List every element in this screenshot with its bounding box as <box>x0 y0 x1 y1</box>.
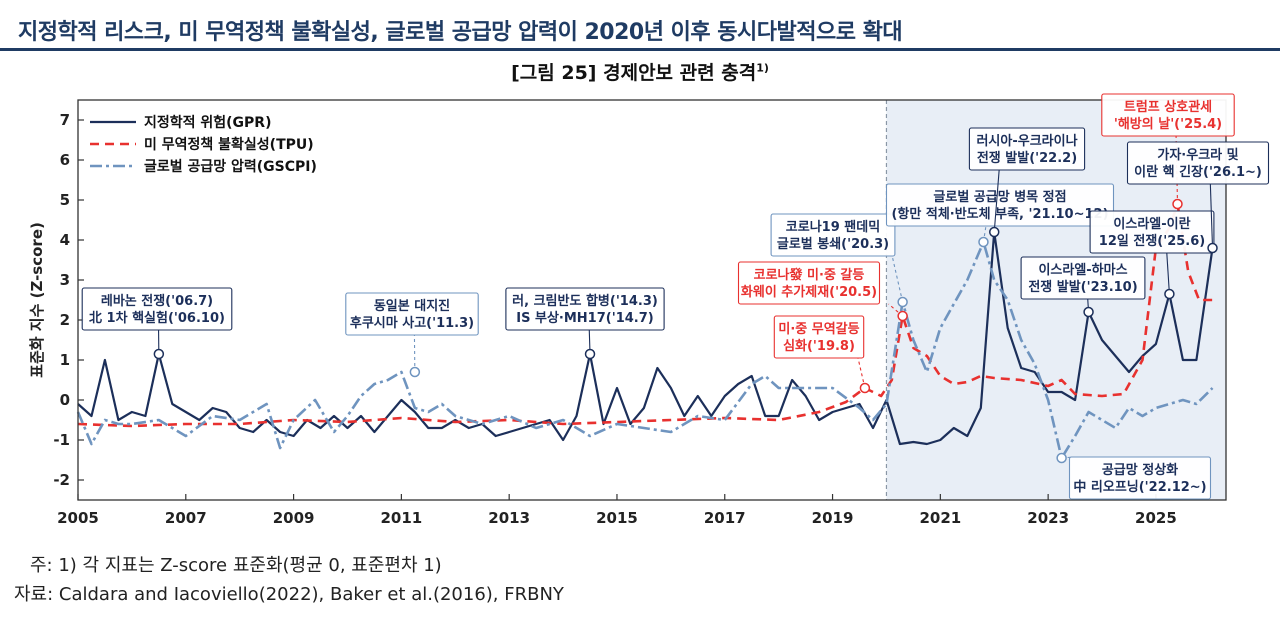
y-tick-label: 7 <box>60 111 70 129</box>
annotation-leader <box>857 357 866 389</box>
headline-rule <box>0 48 1280 51</box>
annotation-text: 전쟁 발발('22.2) <box>977 150 1077 166</box>
annotation-marker <box>897 310 908 322</box>
x-tick-label: 2025 <box>1135 509 1177 527</box>
annotation-text: 트럼프 상호관세 <box>1124 99 1212 115</box>
annotation-text: 화웨이 추가제재('20.5) <box>741 284 877 300</box>
annotation-text: (항만 적체·반도체 부족, '21.10~12) <box>891 206 1108 222</box>
annotation-box <box>885 183 1115 227</box>
annotation-text: 후쿠시마 사고('11.3) <box>350 315 474 331</box>
annotation-marker <box>859 382 871 394</box>
x-tick-label: 2015 <box>596 509 638 527</box>
x-tick-label: 2009 <box>273 509 315 527</box>
annotation-text: 이스라엘-하마스 <box>1038 262 1127 278</box>
annotation-text: 12일 전쟁('25.6) <box>1099 233 1205 249</box>
y-tick-label: -1 <box>53 431 70 449</box>
annotation-text: '해방의 날'('25.4) <box>1114 116 1222 132</box>
x-tick-label: 2005 <box>57 509 99 527</box>
y-tick-label: 4 <box>60 231 70 249</box>
annotation-marker <box>897 296 908 308</box>
annotation-leader <box>1166 252 1170 295</box>
annotation-text: 글로벌 공급망 병목 정점 <box>933 189 1066 205</box>
x-tick-label: 2019 <box>812 509 854 527</box>
annotation-text: 레바논 전쟁('06.7) <box>101 293 213 309</box>
legend-label-gscpi: 글로벌 공급망 압력(GSCPI) <box>144 158 317 175</box>
series-line-gpr <box>77 230 1214 446</box>
annotation-box <box>81 287 233 331</box>
annotation-text: IS 부상·MH17('14.7) <box>516 311 653 326</box>
annotation-marker <box>584 348 596 360</box>
annotation-box <box>1089 210 1215 254</box>
x-tick-label: 2007 <box>165 509 207 527</box>
annotation-marker <box>988 226 1000 238</box>
x-tick-label: 2021 <box>919 509 961 527</box>
annotation-text: 이스라엘-이란 <box>1113 216 1190 232</box>
annotation-text: 미·중 무역갈등 <box>778 321 859 337</box>
annotation-text: 가자·우크라 및 <box>1157 147 1238 163</box>
annotation-marker <box>153 348 165 360</box>
annotation-marker <box>409 366 421 378</box>
annotation-marker <box>1056 452 1067 464</box>
series-line-tpu <box>77 202 1213 428</box>
y-tick-label: -2 <box>53 471 70 489</box>
chart: -2 -1 0 1 2 3 4 5 6 7 2005 2007 2009 2011 2013 2015 2017… <box>28 93 1270 527</box>
annotation-marker <box>1172 198 1183 210</box>
annotation-text: 심화('19.8) <box>783 338 855 354</box>
legend-label-gpr: 지정학적 위험(GPR) <box>144 114 271 131</box>
annotation-leader <box>1209 183 1214 249</box>
figure-title-text: [그림 25] 경제안보 관련 충격 <box>511 62 757 84</box>
y-tick-label: 0 <box>60 391 70 409</box>
x-tick-label: 2011 <box>381 509 423 527</box>
annotation-text: 동일본 대지진 <box>374 298 450 314</box>
annotation-leader <box>993 169 1000 233</box>
annotation-text: 글로벌 봉쇄('20.3) <box>777 236 889 252</box>
annotation-box <box>1068 456 1212 500</box>
x-tick-label: 2017 <box>704 509 746 527</box>
plot-frame <box>77 99 1227 501</box>
annotation-box <box>770 213 896 257</box>
y-tick-label: 5 <box>60 191 70 209</box>
annotation-box <box>1020 256 1146 300</box>
figure-title-footnote-mark: 1) <box>756 61 769 75</box>
annotation-box <box>968 127 1086 171</box>
annotation-text: 北 1차 핵실험('06.10) <box>89 310 225 326</box>
annotation-text: 코로나發 미·중 갈등 <box>754 267 865 283</box>
annotation-box <box>773 315 865 359</box>
y-tick-label: 2 <box>60 311 70 329</box>
annotation-marker <box>1164 288 1175 300</box>
annotation-text: 공급망 정상화 <box>1102 462 1178 478</box>
annotation-box <box>345 292 479 336</box>
annotation-marker <box>1207 242 1218 254</box>
figure-title: [그림 25] 경제안보 관련 충격1) <box>0 58 1280 85</box>
annotation-marker <box>978 236 989 248</box>
y-tick-label: 3 <box>60 271 70 289</box>
y-axis-label: 표준화 지수 (Z-score) <box>28 222 46 378</box>
footnote: 주: 1) 각 지표는 Z-score 표준화(평균 0, 표준편차 1) <box>30 555 442 576</box>
legend-label-tpu: 미 무역정책 불확실성(TPU) <box>144 136 314 153</box>
annotation-text: 코로나19 팬데믹 <box>786 219 880 235</box>
annotation-marker <box>1083 306 1094 318</box>
x-tick-label: 2013 <box>488 509 530 527</box>
y-tick-label: 1 <box>60 351 70 369</box>
annotation-text: 中 리오프닝('22.12~) <box>1073 479 1206 495</box>
y-tick-label: 6 <box>60 151 70 169</box>
headline: 지정학적 리스크, 미 무역정책 불확실성, 글로벌 공급망 압력이 2020년… <box>18 20 903 45</box>
source-note: 자료: Caldara and Iacoviello(2022), Baker … <box>14 584 564 605</box>
x-tick-label: 2023 <box>1027 509 1069 527</box>
annotation-box <box>737 261 881 305</box>
annotation-box <box>1101 93 1235 137</box>
annotation-leader <box>891 255 904 303</box>
annotation-box <box>505 287 665 331</box>
annotation-text: 이란 핵 긴장('26.1~) <box>1134 164 1262 180</box>
annotation-text: 러, 크림반도 합병('14.3) <box>512 293 658 309</box>
series-line-gscpi <box>76 240 1214 460</box>
annotation-text: 전쟁 발발('23.10) <box>1028 279 1137 295</box>
annotation-text: 러시아-우크라이나 <box>976 133 1077 149</box>
annotation-box <box>1126 141 1270 185</box>
